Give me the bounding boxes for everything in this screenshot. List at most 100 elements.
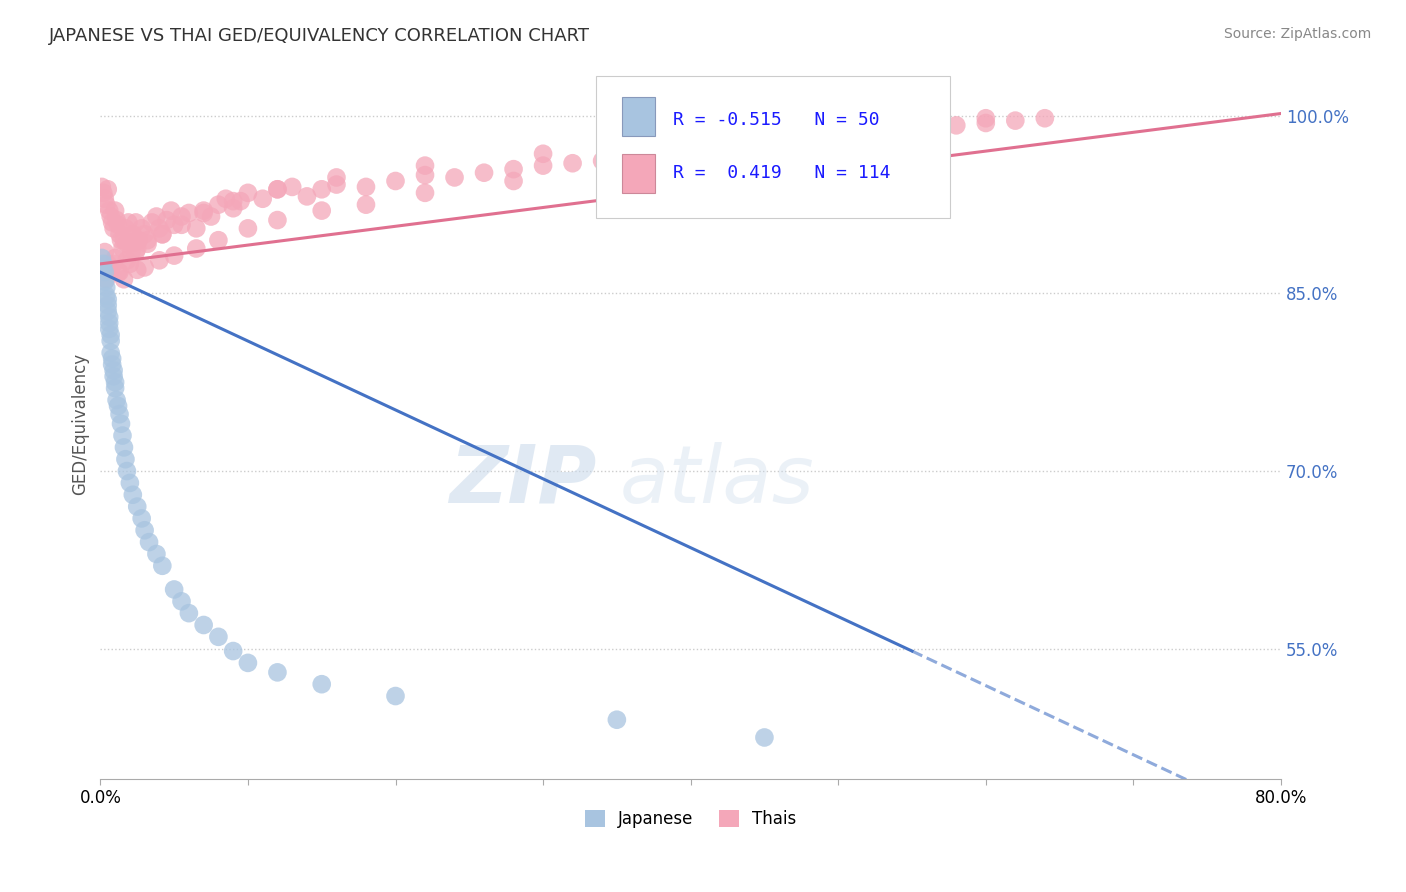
Point	[103, 257, 125, 271]
Point	[502, 162, 524, 177]
Text: atlas: atlas	[620, 442, 814, 519]
Point	[101, 358, 124, 372]
Point	[215, 192, 238, 206]
FancyBboxPatch shape	[596, 76, 950, 218]
Point	[207, 233, 229, 247]
Point	[163, 218, 186, 232]
Point	[115, 464, 138, 478]
Point	[111, 428, 134, 442]
Point	[606, 159, 628, 173]
Point	[384, 174, 406, 188]
Point	[886, 123, 908, 137]
Point	[1033, 112, 1056, 126]
Point	[104, 376, 127, 390]
Point	[150, 558, 173, 573]
Point	[98, 316, 121, 330]
Point	[266, 665, 288, 680]
Point	[91, 257, 114, 271]
Point	[186, 221, 208, 235]
Point	[94, 265, 117, 279]
Point	[121, 227, 143, 242]
Point	[103, 363, 125, 377]
Point	[170, 594, 193, 608]
Point	[325, 170, 347, 185]
Point	[134, 260, 156, 275]
Point	[827, 123, 849, 137]
Point	[118, 229, 141, 244]
Point	[101, 215, 124, 229]
Point	[94, 192, 117, 206]
Point	[768, 135, 790, 149]
Point	[98, 310, 121, 325]
Point	[141, 215, 163, 229]
Point	[236, 656, 259, 670]
Point	[413, 168, 436, 182]
Point	[236, 186, 259, 200]
Point	[107, 399, 129, 413]
Point	[112, 441, 135, 455]
Text: Source: ZipAtlas.com: Source: ZipAtlas.com	[1223, 27, 1371, 41]
Point	[679, 135, 702, 149]
Point	[108, 407, 131, 421]
Point	[148, 253, 170, 268]
Point	[98, 322, 121, 336]
Point	[148, 221, 170, 235]
Point	[120, 245, 142, 260]
Point	[502, 174, 524, 188]
Point	[472, 166, 495, 180]
Point	[131, 511, 153, 525]
Point	[98, 203, 121, 218]
Point	[101, 351, 124, 366]
Point	[354, 180, 377, 194]
Point	[150, 227, 173, 242]
Point	[156, 213, 179, 227]
Point	[266, 182, 288, 196]
Point	[252, 192, 274, 206]
Point	[134, 227, 156, 242]
Point	[145, 210, 167, 224]
Point	[118, 475, 141, 490]
FancyBboxPatch shape	[623, 153, 655, 193]
Point	[193, 206, 215, 220]
Point	[127, 242, 149, 256]
Point	[384, 689, 406, 703]
Point	[121, 488, 143, 502]
Point	[163, 249, 186, 263]
Point	[620, 150, 643, 164]
Point	[104, 203, 127, 218]
Point	[207, 197, 229, 211]
Point	[112, 233, 135, 247]
Point	[236, 221, 259, 235]
Y-axis label: GED/Equivalency: GED/Equivalency	[72, 352, 89, 495]
Text: R =  0.419   N = 114: R = 0.419 N = 114	[673, 164, 890, 183]
Point	[222, 201, 245, 215]
Point	[108, 265, 131, 279]
Point	[222, 644, 245, 658]
Point	[650, 146, 672, 161]
Legend: Japanese, Thais: Japanese, Thais	[578, 803, 803, 835]
Point	[97, 257, 120, 271]
Point	[266, 182, 288, 196]
Point	[114, 452, 136, 467]
Point	[103, 369, 125, 384]
Point	[98, 262, 121, 277]
Point	[222, 194, 245, 208]
Point	[193, 618, 215, 632]
Point	[679, 145, 702, 159]
Point	[100, 345, 122, 359]
Point	[97, 304, 120, 318]
Point	[96, 280, 118, 294]
Point	[827, 130, 849, 145]
Point	[94, 245, 117, 260]
Point	[96, 197, 118, 211]
Point	[127, 262, 149, 277]
Point	[97, 293, 120, 307]
Point	[295, 189, 318, 203]
Point	[311, 203, 333, 218]
Point	[90, 251, 112, 265]
Point	[200, 210, 222, 224]
Point	[709, 142, 731, 156]
Point	[90, 180, 112, 194]
Point	[591, 153, 613, 168]
Point	[128, 233, 150, 247]
